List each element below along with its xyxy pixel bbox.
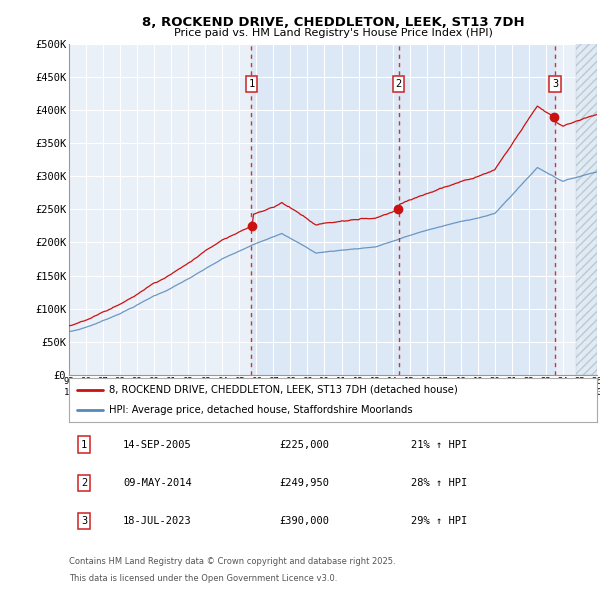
Text: £225,000: £225,000	[279, 440, 329, 450]
Text: 2: 2	[395, 79, 402, 89]
Text: 3: 3	[81, 516, 87, 526]
Text: 8, ROCKEND DRIVE, CHEDDLETON, LEEK, ST13 7DH (detached house): 8, ROCKEND DRIVE, CHEDDLETON, LEEK, ST13…	[109, 385, 457, 395]
Text: 18-JUL-2023: 18-JUL-2023	[123, 516, 192, 526]
Text: 09-MAY-2014: 09-MAY-2014	[123, 478, 192, 488]
Bar	[576, 44, 597, 375]
Text: 14-SEP-2005: 14-SEP-2005	[123, 440, 192, 450]
Text: £390,000: £390,000	[279, 516, 329, 526]
Text: HPI: Average price, detached house, Staffordshire Moorlands: HPI: Average price, detached house, Staf…	[109, 405, 412, 415]
Text: 29% ↑ HPI: 29% ↑ HPI	[411, 516, 467, 526]
Text: 3: 3	[552, 79, 558, 89]
Text: 8, ROCKEND DRIVE, CHEDDLETON, LEEK, ST13 7DH: 8, ROCKEND DRIVE, CHEDDLETON, LEEK, ST13…	[142, 16, 524, 29]
Text: 28% ↑ HPI: 28% ↑ HPI	[411, 478, 467, 488]
Text: 21% ↑ HPI: 21% ↑ HPI	[411, 440, 467, 450]
Text: 1: 1	[248, 79, 254, 89]
Text: 2: 2	[81, 478, 87, 488]
Bar	[251, 44, 555, 375]
Text: 1: 1	[81, 440, 87, 450]
Text: Contains HM Land Registry data © Crown copyright and database right 2025.: Contains HM Land Registry data © Crown c…	[69, 557, 395, 566]
Text: £249,950: £249,950	[279, 478, 329, 488]
Text: Price paid vs. HM Land Registry's House Price Index (HPI): Price paid vs. HM Land Registry's House …	[173, 28, 493, 38]
Bar	[576, 44, 597, 375]
Text: This data is licensed under the Open Government Licence v3.0.: This data is licensed under the Open Gov…	[69, 573, 337, 583]
